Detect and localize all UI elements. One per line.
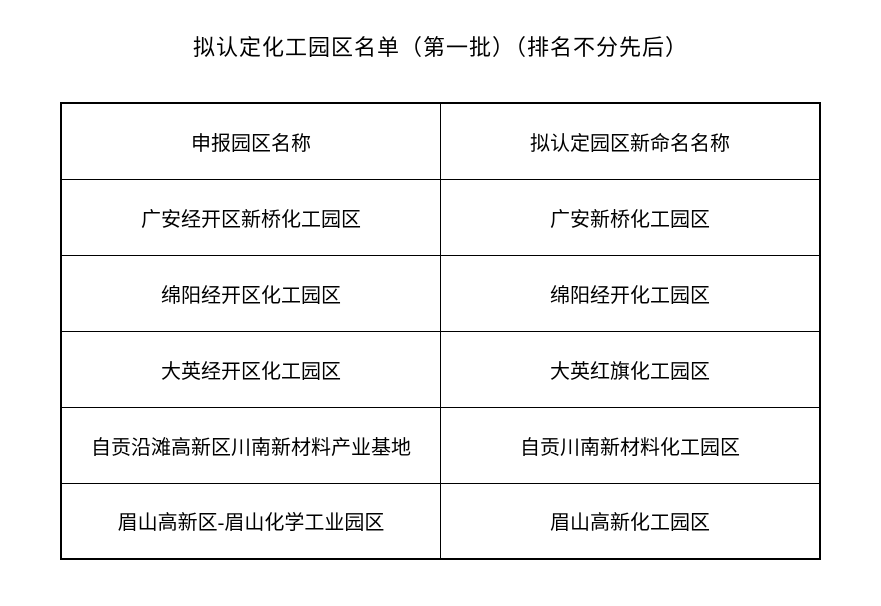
table-cell: 绵阳经开区化工园区 (61, 255, 441, 331)
header-cell-new-name: 拟认定园区新命名名称 (441, 103, 821, 179)
table-row: 眉山高新区-眉山化学工业园区 眉山高新化工园区 (61, 483, 820, 559)
page-title: 拟认定化工园区名单（第一批）（排名不分先后） (60, 30, 821, 62)
table-row: 绵阳经开区化工园区 绵阳经开化工园区 (61, 255, 820, 331)
park-list-table: 申报园区名称 拟认定园区新命名名称 广安经开区新桥化工园区 广安新桥化工园区 绵… (60, 102, 821, 560)
table-row: 大英经开区化工园区 大英红旗化工园区 (61, 331, 820, 407)
table-row: 自贡沿滩高新区川南新材料产业基地 自贡川南新材料化工园区 (61, 407, 820, 483)
table-cell: 广安新桥化工园区 (441, 179, 821, 255)
table-cell: 大英经开区化工园区 (61, 331, 441, 407)
table-cell: 眉山高新化工园区 (441, 483, 821, 559)
table-cell: 眉山高新区-眉山化学工业园区 (61, 483, 441, 559)
table-cell: 广安经开区新桥化工园区 (61, 179, 441, 255)
table-cell: 绵阳经开化工园区 (441, 255, 821, 331)
table-cell: 自贡川南新材料化工园区 (441, 407, 821, 483)
table-cell: 大英红旗化工园区 (441, 331, 821, 407)
header-cell-declared-name: 申报园区名称 (61, 103, 441, 179)
table-cell: 自贡沿滩高新区川南新材料产业基地 (61, 407, 441, 483)
table-row: 广安经开区新桥化工园区 广安新桥化工园区 (61, 179, 820, 255)
table-header-row: 申报园区名称 拟认定园区新命名名称 (61, 103, 820, 179)
